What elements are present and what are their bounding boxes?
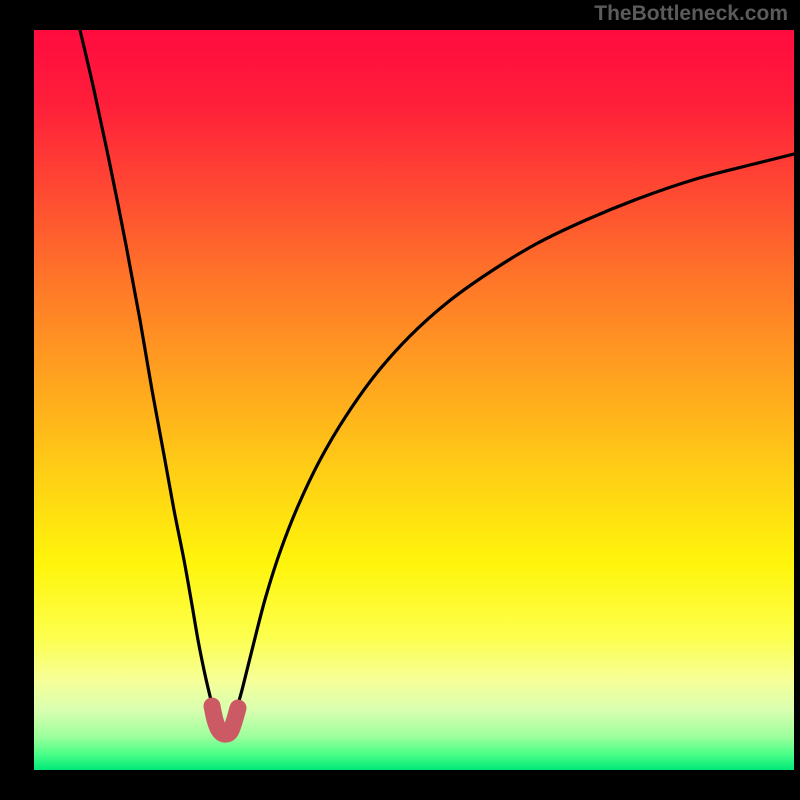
watermark-text: TheBottleneck.com — [594, 2, 788, 26]
curve-layer — [34, 30, 794, 770]
chart-frame: TheBottleneck.com — [0, 0, 800, 800]
dip-marker — [212, 706, 238, 734]
plot-area — [34, 30, 794, 770]
curve-left-branch — [80, 30, 213, 708]
curve-right-branch — [237, 154, 794, 708]
